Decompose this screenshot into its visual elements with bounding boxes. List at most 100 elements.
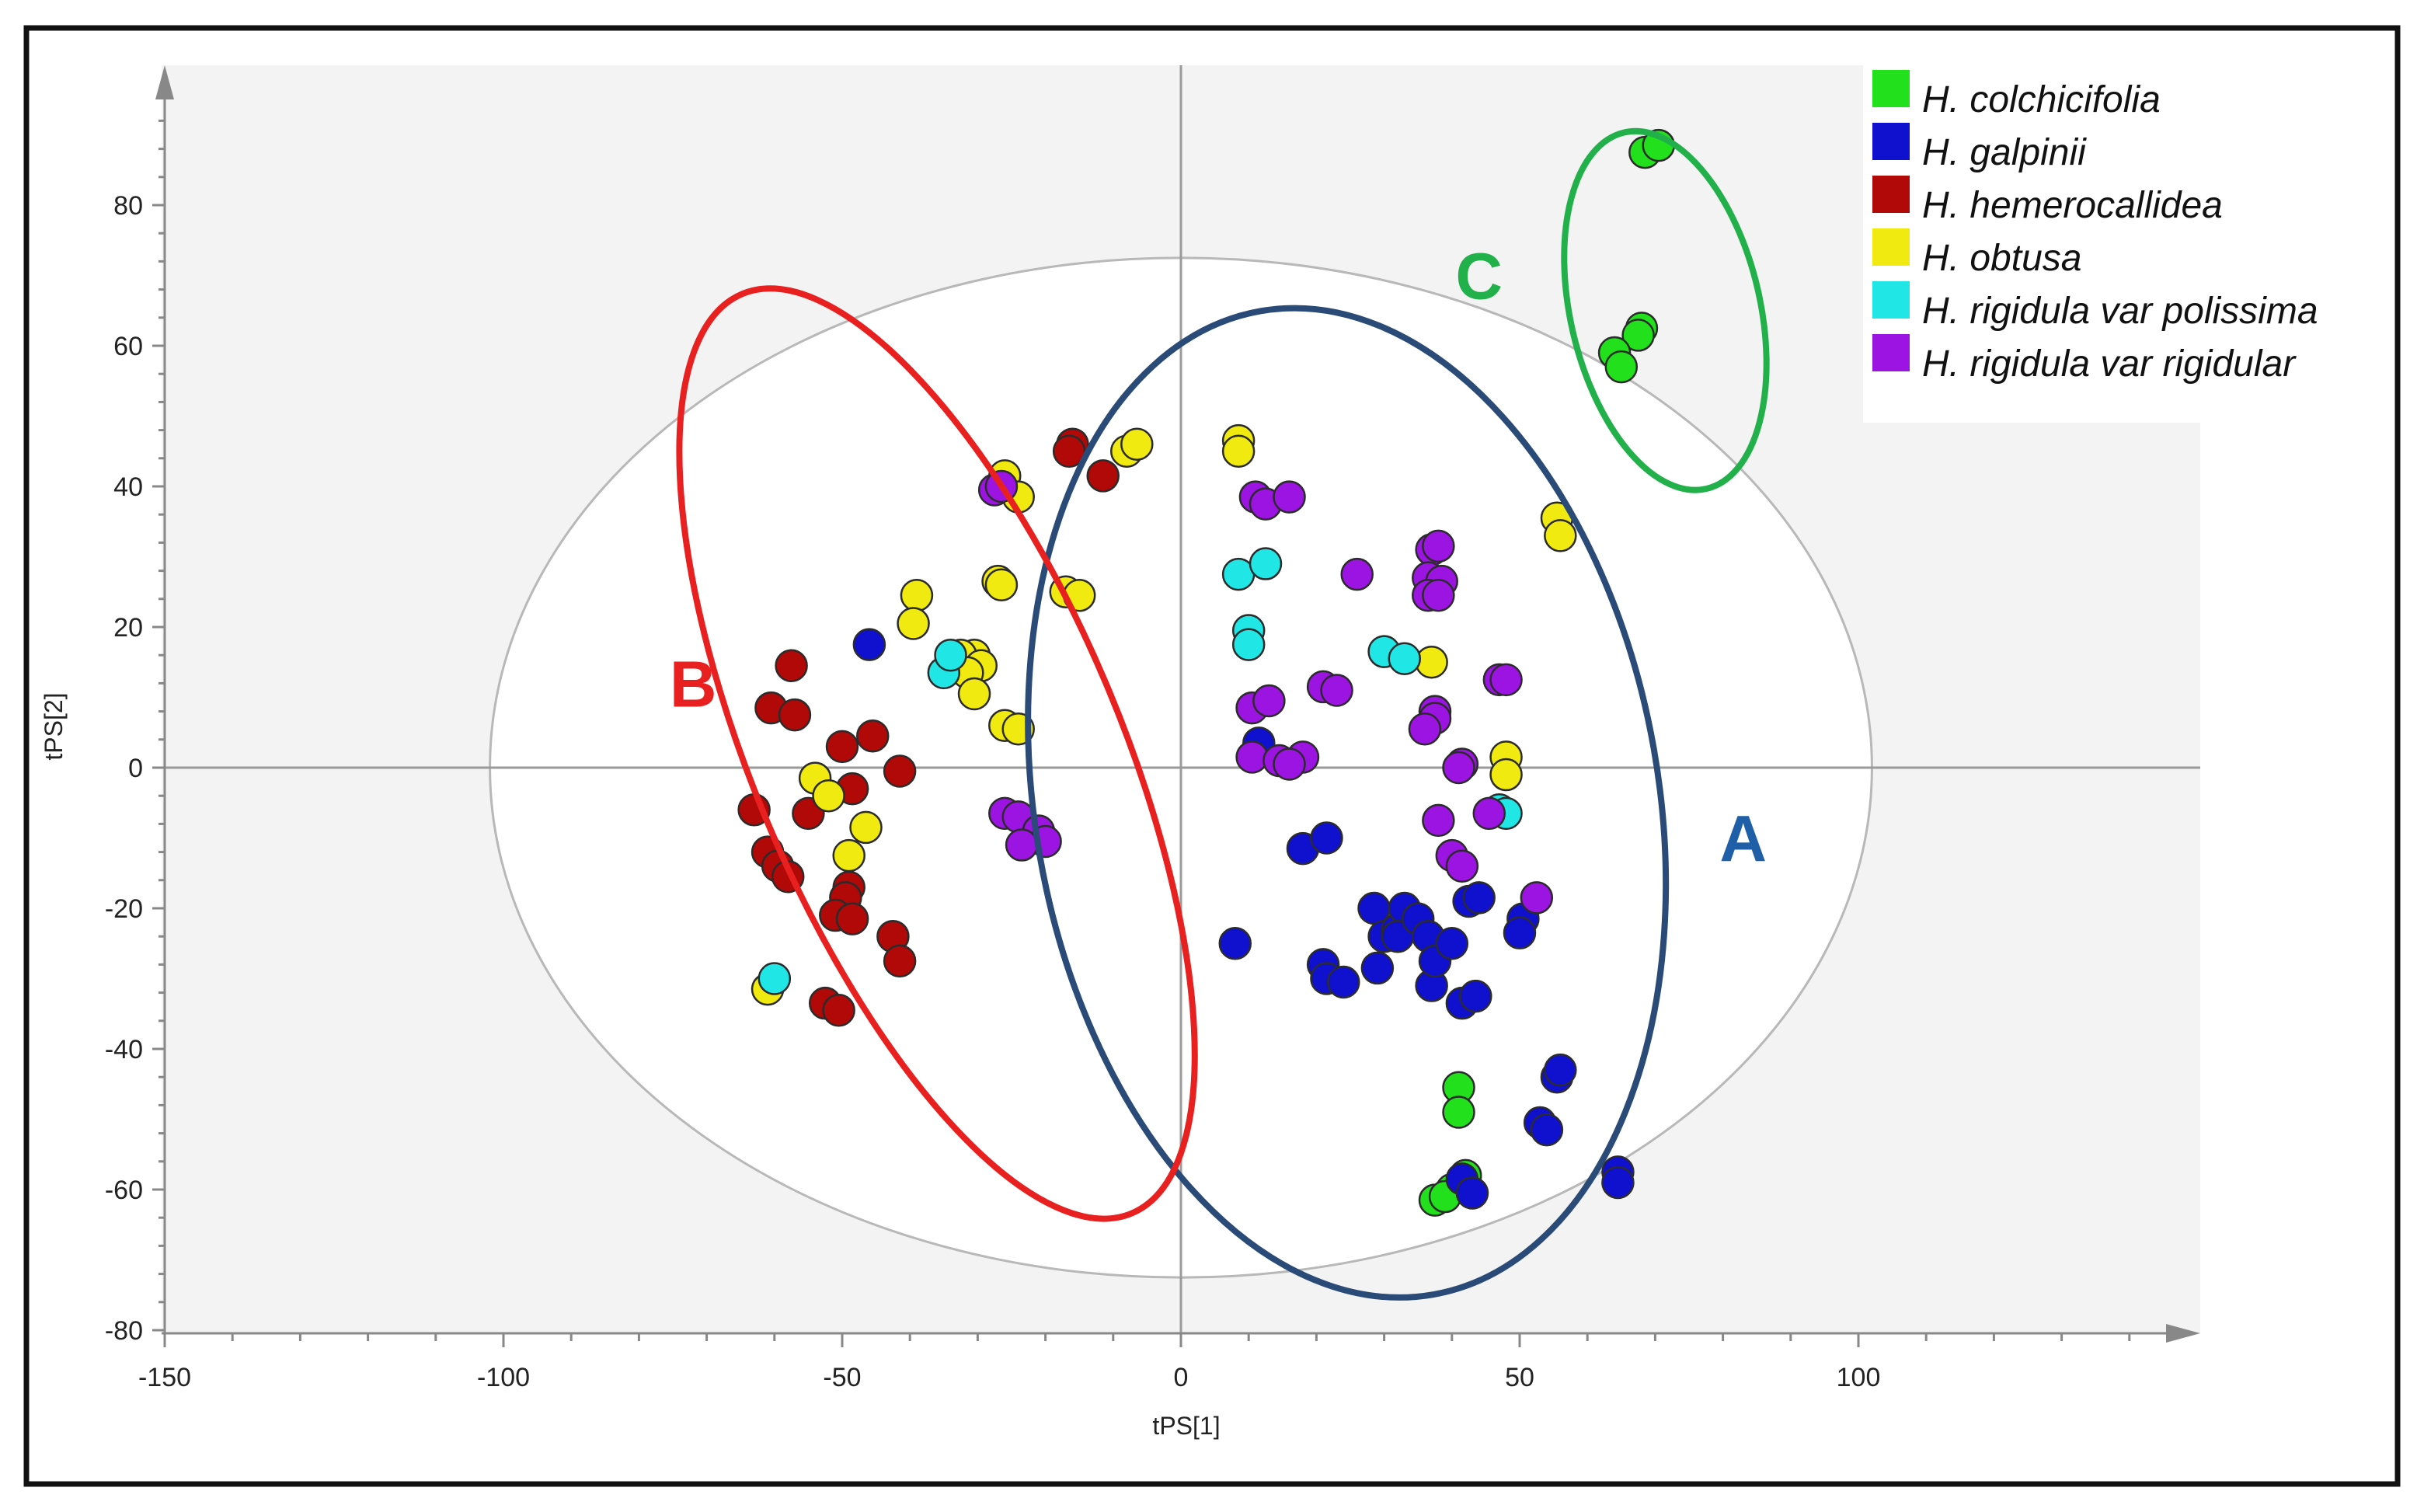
x-axis-arrow [2166,1324,2200,1343]
data-point [1544,1053,1577,1087]
x-tick-label: -100 [477,1363,530,1392]
data-point [1601,1165,1635,1200]
data-point [758,962,792,995]
data-point [1235,740,1269,774]
data-point [1408,712,1442,746]
legend-label-galpinii: H. galpinii [1922,132,2087,173]
plot-layer: 80 60 40 20 0 -20 -40 -60 -80 -150 -100 -50 0 50 100 [105,65,2200,1392]
x-tick-label: 50 [1505,1363,1534,1392]
legend-label-polissima: H. rigidula var polissima [1922,291,2318,332]
data-point [1005,828,1039,862]
x-tick-label: 100 [1837,1363,1881,1392]
y-tick-label: 0 [128,754,143,783]
cluster-ellipse-a [1025,305,1670,1301]
data-point [1472,796,1506,831]
data-point [1435,927,1469,960]
data-point [934,638,967,672]
y-tick-label: -80 [105,1316,143,1346]
y-axis-arrow [155,65,174,99]
data-point [900,579,934,612]
data-point [1252,684,1286,718]
y-axis-title: tPS[2] [40,692,68,760]
y-tick-label: -60 [105,1176,143,1205]
data-point [1489,663,1523,697]
data-point [984,568,1019,601]
data-point [1218,927,1252,960]
data-point [775,649,808,683]
data-point [849,810,883,845]
series-h-galpinii [852,628,1635,1210]
data-point [1544,519,1577,552]
data-point [852,628,886,661]
data-point [1442,751,1475,785]
x-axis-title: tPS[1] [1152,1412,1220,1440]
data-point [1388,642,1422,675]
cluster-ellipse-b [676,285,1198,1222]
data-point [1503,916,1537,949]
series-h-rigidula-var-rigidular [977,469,1554,915]
legend: H. colchicifolia H. galpinii H. hemeroca… [1863,64,2323,423]
data-point [1249,547,1283,580]
legend-swatch-colchicifolia [1872,70,1910,107]
data-point [825,730,859,764]
data-point [957,677,991,711]
data-point [1086,459,1120,493]
data-point [1621,319,1655,352]
data-point [855,719,890,753]
legend-swatch-polissima [1872,281,1910,319]
legend-swatch-obtusa [1872,228,1910,266]
cluster-ellipse-c [1561,127,1770,493]
legend-swatch-rigidular [1872,334,1910,371]
data-point [1231,628,1266,661]
data-point [832,838,865,873]
legend-label-hemerocallidea: H. hemerocallidea [1922,185,2223,226]
y-tick-label: -40 [105,1035,143,1064]
cluster-label-b: B [670,647,717,720]
data-point [1459,979,1492,1013]
data-point [778,698,812,732]
x-tick-label: -50 [823,1363,861,1392]
data-point [822,993,855,1027]
data-point [1340,557,1374,591]
data-point [1422,529,1455,563]
data-point [1273,747,1306,781]
data-point [1320,674,1353,707]
data-point [1052,434,1086,468]
legend-label-rigidular: H. rigidula var rigidular [1922,343,2297,385]
data-point [1327,965,1360,999]
y-tick-label: 20 [113,613,143,643]
data-point [1422,803,1455,838]
data-point [1530,1113,1564,1147]
data-point [1415,646,1448,679]
data-point [1520,881,1554,915]
data-point [1310,821,1343,855]
series-h-hemerocallidea [737,427,1120,1027]
data-point [1422,579,1455,612]
series-h-obtusa [751,423,1577,1006]
data-point [897,607,930,640]
legend-box [1863,64,2323,423]
cluster-label-c: C [1455,240,1503,313]
y-tick-label: 40 [113,472,143,502]
data-point [812,779,845,813]
data-point [1221,434,1256,468]
data-point [1455,1176,1489,1210]
data-point [1489,758,1523,792]
legend-label-colchicifolia: H. colchicifolia [1922,79,2161,120]
data-point [1604,350,1639,384]
data-point [1442,1096,1475,1129]
y-tick-label: -20 [105,894,143,924]
data-point [1120,427,1154,461]
x-tick-label: 0 [1174,1363,1189,1392]
data-point [1462,881,1496,915]
data-point [883,754,917,788]
y-tick-label: 60 [113,332,143,361]
x-tick-label: -150 [138,1363,191,1392]
axes: 80 60 40 20 0 -20 -40 -60 -80 -150 -100 -50 0 50 100 [105,65,2200,1392]
data-point [883,944,917,978]
cluster-label-a: A [1719,803,1767,876]
y-tick-label: 80 [113,191,143,221]
data-point [1360,951,1395,985]
legend-label-obtusa: H. obtusa [1922,238,2081,279]
